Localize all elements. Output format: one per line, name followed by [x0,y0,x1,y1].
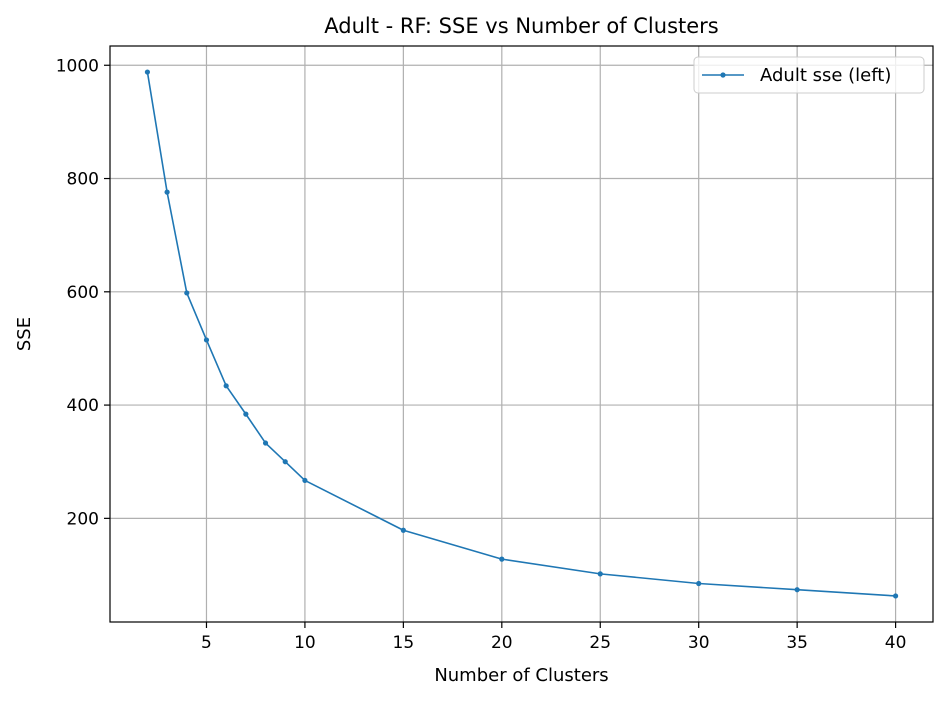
legend-series-label: Adult sse (left) [760,65,891,86]
x-tick-label: 5 [201,633,212,653]
series-line [146,71,896,597]
grid-lines [110,46,933,622]
legend-series-marker [720,72,726,78]
x-tick-label: 15 [393,633,415,653]
y-tick-label: 800 [67,170,99,190]
data-point [892,593,899,599]
y-tick-label: 400 [67,396,99,416]
data-point [400,527,406,533]
x-tick-label: 35 [786,633,808,653]
legend-box [693,56,925,94]
data-point [243,411,249,417]
data-point [282,459,288,465]
data-point [794,587,800,593]
series-layer [144,69,899,599]
data-point [302,477,308,484]
x-axis-label: Number of Clusters [434,665,608,686]
y-tick-label: 1000 [56,56,99,76]
x-tick-label: 20 [491,633,513,653]
x-tick-label: 30 [688,633,710,653]
data-point [696,580,702,587]
data-point [144,69,151,75]
y-tick-label: 600 [67,283,99,303]
data-point [203,337,210,343]
y-axis-label: SSE [14,317,35,351]
y-tick-label: 200 [67,509,99,529]
chart-title: Adult - RF: SSE vs Number of Clusters [324,14,719,38]
data-point [499,556,505,562]
axis-ticks: 5 10 15 20 25 30 35 40 200 400 600 800 1000 [56,56,907,653]
x-tick-label: 40 [885,633,907,653]
data-point [223,383,229,389]
legend: Adult sse (left) [693,56,925,94]
data-point [262,440,269,446]
x-tick-label: 25 [589,633,611,653]
data-point [164,189,170,195]
data-point [184,290,190,296]
plot-area-frame [109,45,934,623]
data-point [597,571,603,577]
x-tick-label: 10 [294,633,316,653]
